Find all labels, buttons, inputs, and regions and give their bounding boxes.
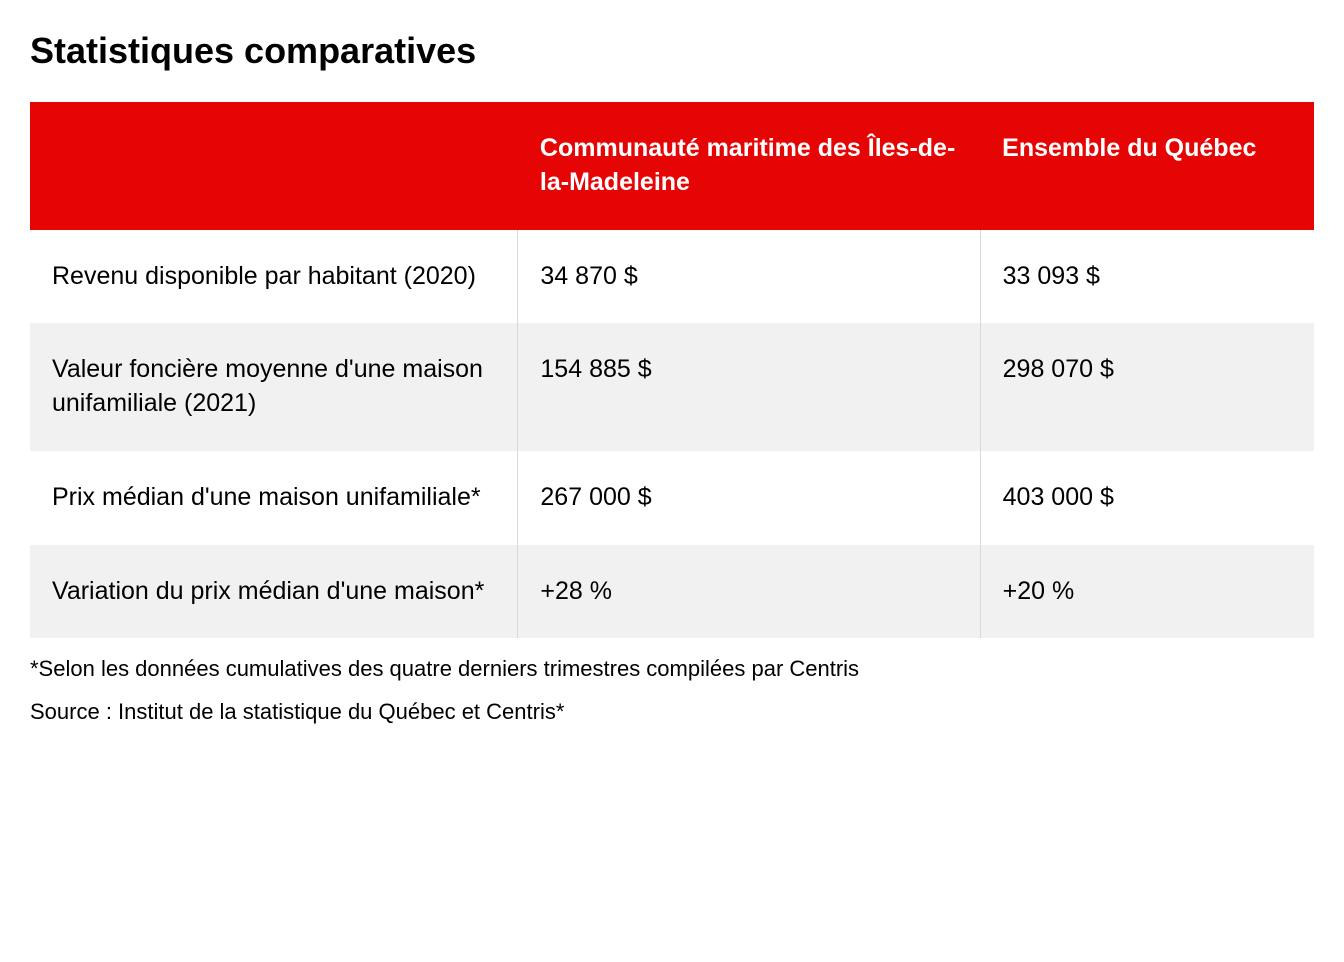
- table-header-empty: [30, 102, 518, 230]
- row-value-region: 154 885 $: [518, 323, 980, 451]
- row-value-quebec: 298 070 $: [980, 323, 1314, 451]
- row-label: Valeur foncière moyenne d'une maison uni…: [30, 323, 518, 451]
- row-value-region: 34 870 $: [518, 230, 980, 324]
- row-value-quebec: +20 %: [980, 545, 1314, 639]
- row-value-quebec: 33 093 $: [980, 230, 1314, 324]
- source-line: Source : Institut de la statistique du Q…: [30, 695, 1314, 728]
- row-value-region: 267 000 $: [518, 451, 980, 545]
- row-value-quebec: 403 000 $: [980, 451, 1314, 545]
- table-header-quebec: Ensemble du Québec: [980, 102, 1314, 230]
- table-header-region: Communauté maritime des Îles-de-la-Madel…: [518, 102, 980, 230]
- table-header-row: Communauté maritime des Îles-de-la-Madel…: [30, 102, 1314, 230]
- row-label: Variation du prix médian d'une maison*: [30, 545, 518, 639]
- table-row: Variation du prix médian d'une maison* +…: [30, 545, 1314, 639]
- row-value-region: +28 %: [518, 545, 980, 639]
- table-row: Prix médian d'une maison unifamiliale* 2…: [30, 451, 1314, 545]
- table-row: Revenu disponible par habitant (2020) 34…: [30, 230, 1314, 324]
- row-label: Prix médian d'une maison unifamiliale*: [30, 451, 518, 545]
- page-title: Statistiques comparatives: [30, 30, 1314, 72]
- stats-table: Communauté maritime des Îles-de-la-Madel…: [30, 102, 1314, 638]
- row-label: Revenu disponible par habitant (2020): [30, 230, 518, 324]
- footnote: *Selon les données cumulatives des quatr…: [30, 652, 1314, 685]
- table-row: Valeur foncière moyenne d'une maison uni…: [30, 323, 1314, 451]
